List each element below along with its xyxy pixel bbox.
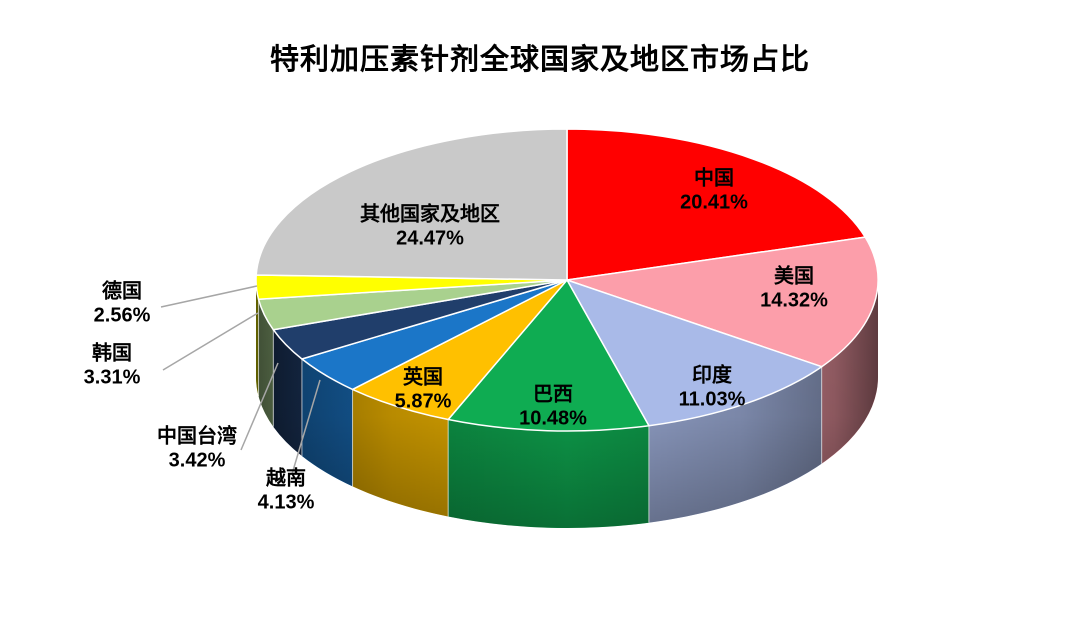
leader-line-germany <box>160 285 258 308</box>
leader-lines <box>160 285 321 475</box>
wall-shading-vertical <box>256 280 878 528</box>
pie-top-faces <box>255 128 879 432</box>
pie-slice-india <box>566 279 823 427</box>
pie-slice-usa <box>566 236 879 368</box>
pie-slice-other-countries <box>255 128 568 281</box>
leader-line-vietnam <box>291 379 321 475</box>
pie-slice-brazil <box>447 279 650 432</box>
leader-line-taiwan-china <box>240 362 279 451</box>
leader-line-south-korea <box>162 312 259 371</box>
chart-title: 特利加压素针剂全球国家及地区市场占比 <box>269 44 810 76</box>
pie-slice-china <box>566 128 866 281</box>
pie-side-walls <box>255 280 878 528</box>
